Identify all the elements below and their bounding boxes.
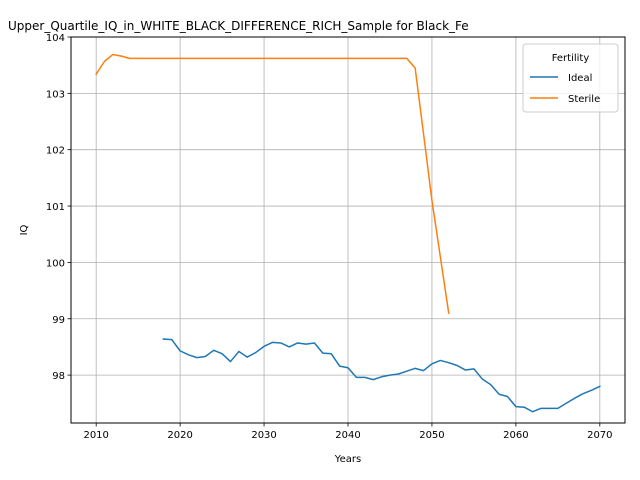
legend-label-sterile: Sterile bbox=[568, 94, 600, 105]
x-tick-label: 2040 bbox=[335, 430, 360, 441]
series-line-sterile bbox=[95, 53, 450, 314]
y-tick-label: 102 bbox=[46, 146, 65, 157]
x-tick-label: 2070 bbox=[587, 430, 612, 441]
y-tick-label: 103 bbox=[46, 89, 65, 100]
legend-box bbox=[522, 43, 619, 113]
legend: Fertility Ideal Sterile bbox=[522, 43, 619, 113]
y-tick-label: 98 bbox=[52, 371, 65, 382]
x-axis-label: Years bbox=[334, 454, 361, 465]
x-tick-label: 2060 bbox=[503, 430, 528, 441]
legend-label-ideal: Ideal bbox=[568, 73, 592, 84]
x-tick-label: 2050 bbox=[419, 430, 444, 441]
x-tick-label: 2010 bbox=[83, 430, 108, 441]
y-axis-label: IQ bbox=[19, 224, 30, 235]
series-layer bbox=[95, 53, 601, 413]
y-tick-label: 100 bbox=[46, 258, 65, 269]
y-tick-label: 99 bbox=[52, 315, 65, 326]
chart-title: Upper_Quartile_IQ_in_WHITE_BLACK_DIFFERE… bbox=[8, 19, 469, 33]
y-tick-label: 101 bbox=[46, 202, 65, 213]
series-line-ideal bbox=[162, 338, 601, 413]
x-tick-label: 2020 bbox=[167, 430, 192, 441]
y-tick-label: 104 bbox=[46, 33, 65, 44]
legend-title: Fertility bbox=[552, 53, 590, 64]
tick-layer: 2010 2020 2030 2040 2050 2060 2070 98 99 100 101 10… bbox=[46, 33, 613, 441]
x-tick-label: 2030 bbox=[251, 430, 276, 441]
